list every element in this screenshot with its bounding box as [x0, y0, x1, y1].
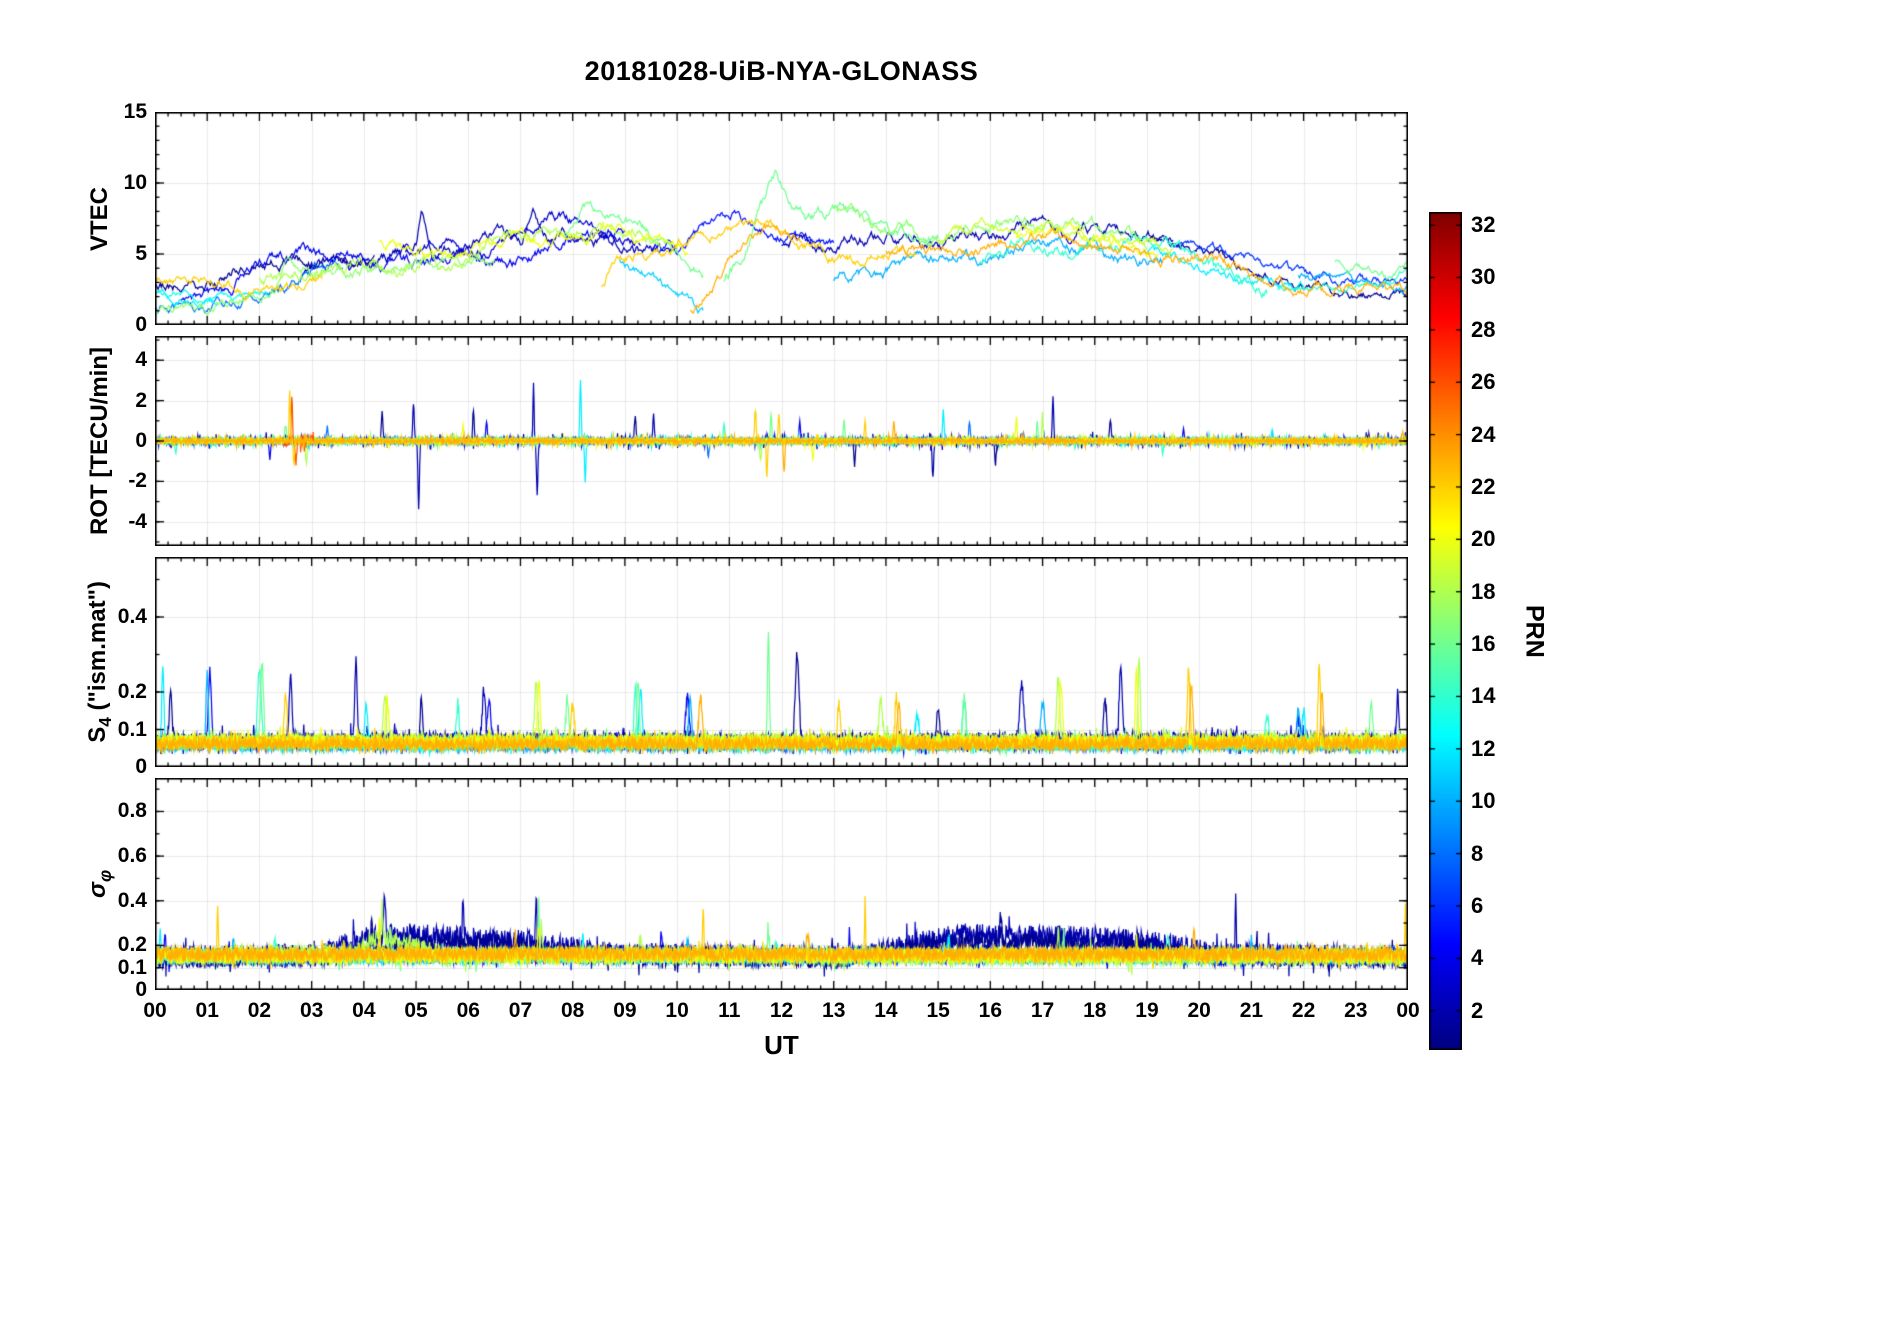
- sigma-phi-plot-area: [155, 778, 1408, 990]
- colorbar-tick-label: 14: [1471, 683, 1496, 709]
- x-tick-label: 03: [299, 999, 324, 1022]
- x-tick-label: 04: [352, 999, 376, 1022]
- x-tick-label: 18: [1083, 999, 1107, 1022]
- s4-ytick-label: 0.1: [117, 717, 147, 741]
- x-tick-label: 00: [1396, 999, 1420, 1022]
- x-tick-label: 21: [1239, 999, 1264, 1022]
- x-tick-label: 08: [560, 999, 585, 1022]
- colorbar-tick-label: 4: [1471, 945, 1484, 971]
- x-tick-label: 00: [143, 999, 167, 1022]
- x-tick-label: 11: [718, 999, 741, 1022]
- colorbar-tick-label: 32: [1471, 212, 1496, 238]
- colorbar-tick-label: 28: [1471, 316, 1496, 342]
- sp-ytick-label: 0.4: [117, 888, 147, 912]
- rot-plot-area: [155, 336, 1408, 546]
- x-tick-label: 16: [978, 999, 1002, 1022]
- s4-ytick-label: 0.2: [117, 680, 147, 703]
- x-axis-label: UT: [764, 1030, 799, 1060]
- vtec-ytick-label: 10: [123, 171, 147, 194]
- vtec-ytick-label: 15: [123, 100, 147, 123]
- colorbar-tick-label: 26: [1471, 369, 1496, 395]
- colorbar-tick-label: 16: [1471, 631, 1496, 657]
- rot-ytick-label: -2: [128, 469, 147, 493]
- colorbar-tick-label: 2: [1471, 997, 1484, 1023]
- x-tick-label: 10: [665, 999, 689, 1022]
- colorbar-tick-label: 6: [1471, 892, 1484, 918]
- rot-ytick-label: 4: [135, 348, 147, 372]
- x-tick-label: 02: [247, 999, 272, 1022]
- rot-ytick-label: 2: [135, 388, 147, 412]
- sp-ytick-label: 0.2: [117, 933, 147, 957]
- rot-ytick-label: -4: [128, 509, 147, 533]
- colorbar-label-wrap: PRN: [1518, 212, 1550, 1050]
- x-tick-label: 06: [456, 999, 480, 1022]
- x-tick-label: 19: [1135, 999, 1159, 1022]
- x-tick-label: 12: [769, 999, 794, 1022]
- vtec-ytick-label: 5: [135, 242, 147, 265]
- vtec-ytick-label: 0: [135, 313, 147, 336]
- sigma-phi-label-sub: φ: [94, 869, 115, 883]
- sp-ytick-label: 0: [135, 978, 147, 1001]
- vtec-plot-area: [155, 112, 1408, 325]
- x-tick-label: 05: [404, 999, 428, 1022]
- colorbar-tick-label: 8: [1471, 840, 1484, 866]
- sp-ytick-label: 0.8: [117, 799, 147, 823]
- s4-plot-area: [155, 557, 1408, 767]
- colorbar-tick-label: 30: [1471, 264, 1496, 290]
- colorbar-tick-label: 18: [1471, 578, 1496, 604]
- x-tick-label: 13: [822, 999, 846, 1022]
- prn-colorbar-gradient: [1429, 212, 1462, 1050]
- x-tick-label: 17: [1030, 999, 1055, 1022]
- x-tick-label: 22: [1291, 999, 1316, 1022]
- x-tick-label: 23: [1344, 999, 1368, 1022]
- x-tick-label: 01: [195, 999, 219, 1022]
- colorbar-tick-label: 12: [1471, 735, 1496, 761]
- colorbar-tick-label: 20: [1471, 526, 1496, 552]
- colorbar-tick-label: 24: [1471, 421, 1496, 447]
- s4-ytick-label: 0.4: [117, 605, 147, 628]
- x-tick-label: 20: [1187, 999, 1211, 1022]
- x-tick-label: 15: [926, 999, 950, 1022]
- x-tick-label: 07: [508, 999, 533, 1022]
- colorbar-tick-label: 10: [1471, 788, 1496, 814]
- sp-ytick-label: 0.1: [117, 955, 147, 979]
- colorbar-tick-label: 22: [1471, 473, 1496, 499]
- vtec-axis-label-wrap: VTEC: [78, 112, 122, 325]
- figure-title: 20181028-UiB-NYA-GLONASS: [584, 56, 979, 86]
- s4-ytick-label: 0: [135, 755, 147, 778]
- rot-ytick-label: 0: [135, 429, 147, 452]
- x-tick-label: 14: [874, 999, 898, 1022]
- sp-ytick-label: 0.6: [117, 844, 147, 868]
- x-tick-label: 09: [613, 999, 637, 1022]
- colorbar-label: PRN: [1520, 604, 1549, 658]
